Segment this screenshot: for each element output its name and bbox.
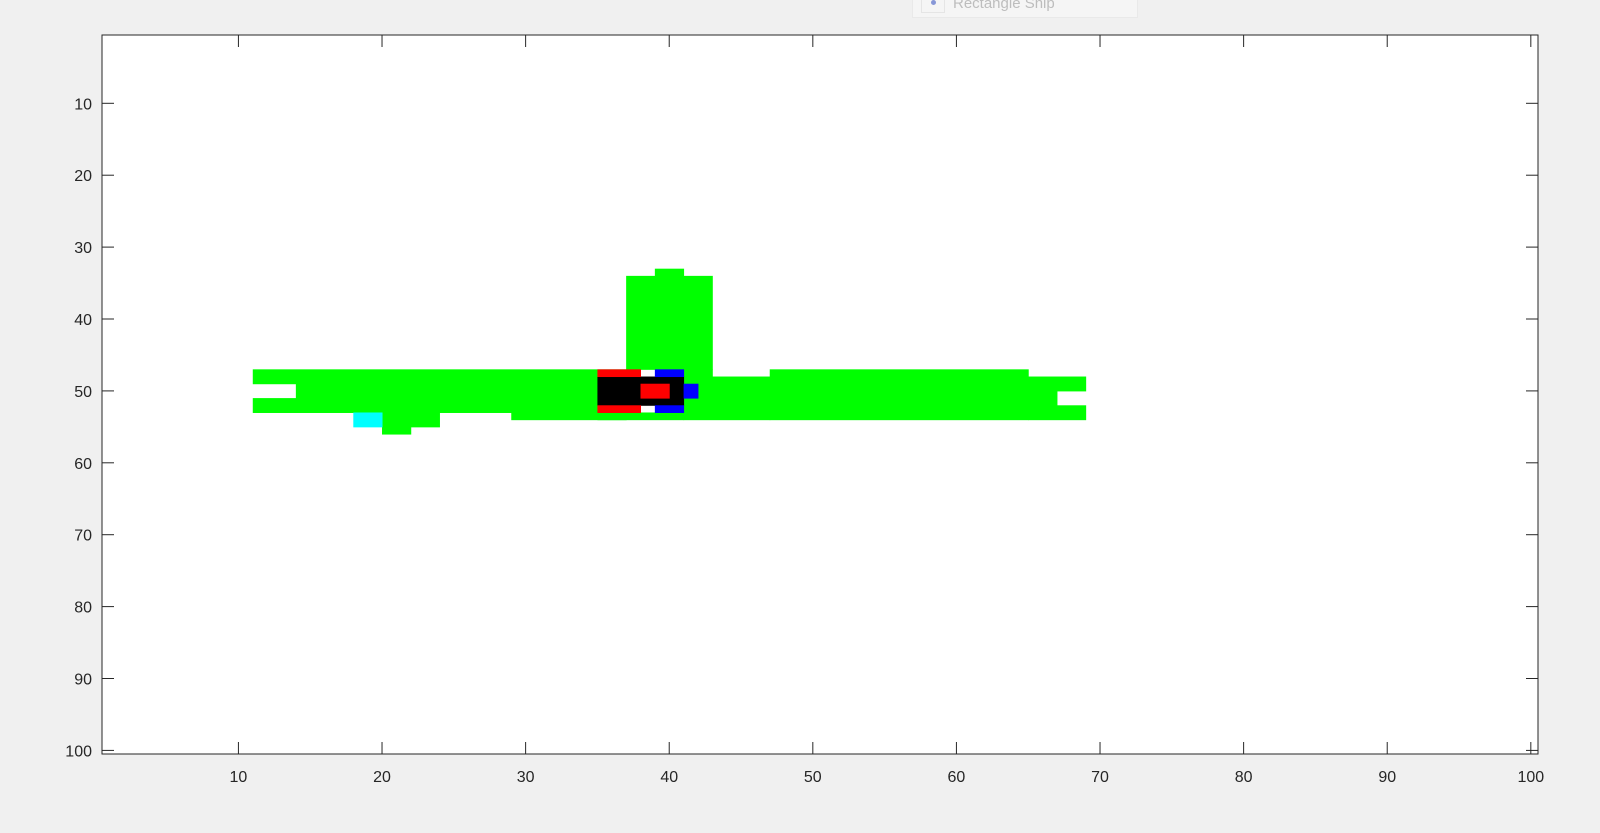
cell-below-ship <box>597 412 685 421</box>
cell-branch-up <box>626 275 713 370</box>
cell-ship-blue-top <box>654 369 685 378</box>
y-tick-label-20: 20 <box>74 168 92 185</box>
cell-corridor-right-b <box>769 369 1029 421</box>
y-tick-label-30: 30 <box>74 240 92 257</box>
cell-ship-red-center <box>640 383 670 399</box>
legend-label: Rectangle Ship <box>953 0 1055 12</box>
x-tick-label-40: 40 <box>660 769 678 786</box>
cell-cyan-target <box>353 412 383 428</box>
x-tick-label-80: 80 <box>1235 769 1253 786</box>
cell-corridor-left-mid <box>295 383 627 399</box>
cell-corridor-left-bot <box>252 398 512 413</box>
x-tick-label-100: 100 <box>1517 769 1544 786</box>
legend-swatch <box>921 0 945 13</box>
cell-bump-b <box>382 426 412 435</box>
cell-ship-red-bottom <box>597 405 641 413</box>
x-tick-label-60: 60 <box>948 769 966 786</box>
cell-ship-red-top <box>597 369 641 378</box>
y-tick-label-70: 70 <box>74 528 92 545</box>
y-tick-label-100: 100 <box>65 743 92 760</box>
cell-corridor-right-c <box>1028 376 1087 392</box>
x-tick-label-50: 50 <box>804 769 822 786</box>
legend: Rectangle Ship <box>912 0 1138 18</box>
y-tick-label-10: 10 <box>74 96 92 113</box>
y-tick-label-80: 80 <box>74 600 92 617</box>
cell-branch-up-top <box>654 268 685 277</box>
x-tick-label-20: 20 <box>373 769 391 786</box>
cell-corridor-left-top <box>252 369 627 385</box>
axis-ticks: 10 20 30 40 50 60 70 80 90 100 10 20 30 40 50 60 70 80 90 1… <box>65 35 1544 786</box>
x-tick-label-30: 30 <box>517 769 535 786</box>
y-tick-label-60: 60 <box>74 456 92 473</box>
y-tick-label-40: 40 <box>74 312 92 329</box>
y-tick-label-90: 90 <box>74 672 92 689</box>
cell-corridor-right-d <box>1028 390 1058 406</box>
grid-cells <box>252 268 1087 435</box>
cell-corridor-right-e <box>1028 405 1087 421</box>
y-tick-label-50: 50 <box>74 384 92 401</box>
x-tick-label-70: 70 <box>1091 769 1109 786</box>
x-tick-label-10: 10 <box>230 769 248 786</box>
cell-ship-blue-bottom <box>654 405 685 413</box>
x-tick-label-90: 90 <box>1378 769 1396 786</box>
cell-bump-a <box>382 412 440 428</box>
axes-box <box>101 34 1539 755</box>
cell-ship-blue-nose <box>683 383 699 399</box>
legend-marker-icon <box>931 0 936 5</box>
